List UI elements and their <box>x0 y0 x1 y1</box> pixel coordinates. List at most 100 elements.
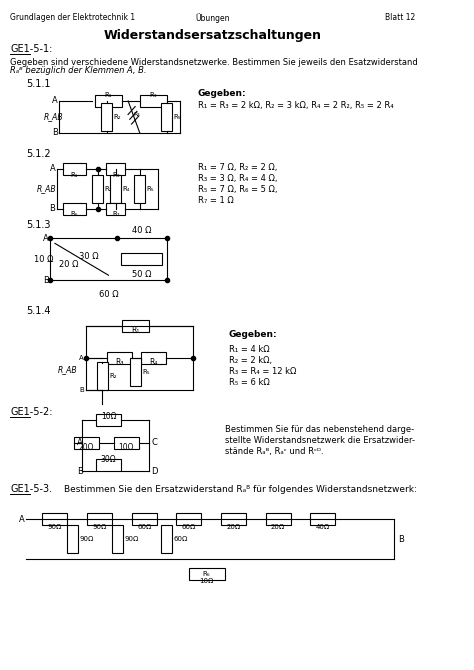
Text: A: A <box>79 355 84 361</box>
Bar <box>95 95 122 107</box>
Text: R₅: R₅ <box>173 114 181 120</box>
Text: R₂: R₂ <box>104 186 112 192</box>
Bar <box>106 202 126 214</box>
Text: R₂ = 2 kΩ,: R₂ = 2 kΩ, <box>229 356 272 365</box>
Text: Gegeben:: Gegeben: <box>198 89 246 98</box>
Bar <box>107 352 132 364</box>
Text: R₁ = 7 Ω, R₂ = 2 Ω,: R₁ = 7 Ω, R₂ = 2 Ω, <box>198 163 277 172</box>
Text: Gegeben sind verschiedene Widerstandsnetzwerke. Bestimmen Sie jeweils den Esatzw: Gegeben sind verschiedene Widerstandsnet… <box>10 58 418 67</box>
Bar <box>106 163 126 175</box>
Bar <box>96 413 121 425</box>
Text: 20 Ω: 20 Ω <box>59 260 79 269</box>
Text: 90Ω: 90Ω <box>80 536 94 542</box>
Bar <box>121 253 162 265</box>
Text: R₁ = 4 kΩ: R₁ = 4 kΩ <box>229 345 270 354</box>
Text: Widerstandsersatzschaltungen: Widerstandsersatzschaltungen <box>104 29 322 42</box>
Bar <box>141 352 165 364</box>
Text: R₂: R₂ <box>109 373 117 379</box>
Text: 5.1.4: 5.1.4 <box>27 306 51 316</box>
Text: R₄: R₄ <box>149 358 157 367</box>
Text: GE1-5-3.: GE1-5-3. <box>10 484 53 494</box>
Text: R₅ = 6 kΩ: R₅ = 6 kΩ <box>229 378 270 387</box>
Text: A: A <box>43 234 49 243</box>
Text: 60Ω: 60Ω <box>137 524 151 530</box>
Text: R₃: R₃ <box>112 172 119 178</box>
Text: 5.1.2: 5.1.2 <box>27 149 51 159</box>
Text: R₃ = 3 Ω, R₄ = 4 Ω,: R₃ = 3 Ω, R₄ = 4 Ω, <box>198 174 277 183</box>
Bar <box>265 513 291 525</box>
Text: 60 Ω: 60 Ω <box>99 290 118 299</box>
Text: 20Ω: 20Ω <box>226 524 241 530</box>
Bar <box>112 525 123 553</box>
Bar <box>114 437 139 448</box>
Text: 60Ω: 60Ω <box>182 524 196 530</box>
Text: R₇: R₇ <box>112 212 119 218</box>
Text: A: A <box>19 515 25 524</box>
Text: 90Ω: 90Ω <box>92 524 107 530</box>
Text: Blatt 12: Blatt 12 <box>385 13 416 22</box>
Text: B: B <box>79 387 84 393</box>
Bar <box>63 202 86 214</box>
Bar <box>135 175 145 202</box>
Text: R_AB: R_AB <box>43 113 63 121</box>
Bar <box>130 358 141 386</box>
Text: B: B <box>77 467 83 476</box>
Text: 5.1.1: 5.1.1 <box>27 79 51 89</box>
Text: Bestimmen Sie für das nebenstehend darge-: Bestimmen Sie für das nebenstehend darge… <box>225 425 414 433</box>
Text: B: B <box>50 204 55 213</box>
Text: R₁: R₁ <box>105 92 112 98</box>
Text: 60Ω: 60Ω <box>173 536 188 542</box>
Text: 90Ω: 90Ω <box>48 524 62 530</box>
Bar <box>161 103 172 131</box>
Text: B: B <box>52 129 58 137</box>
Text: 20Ω: 20Ω <box>271 524 285 530</box>
Text: R₆
10Ω: R₆ 10Ω <box>200 571 214 584</box>
Bar <box>43 513 67 525</box>
Text: Bestimmen Sie den Ersatzwiderstand Rₐᴮ für folgendes Widerstandsnetzwerk:: Bestimmen Sie den Ersatzwiderstand Rₐᴮ f… <box>64 485 417 494</box>
Text: R₁: R₁ <box>71 172 78 178</box>
Text: R₃: R₃ <box>115 358 123 367</box>
Bar <box>161 525 172 553</box>
Text: R₇ = 1 Ω: R₇ = 1 Ω <box>198 196 234 204</box>
Bar <box>189 568 225 580</box>
Text: 20Ω: 20Ω <box>78 442 94 452</box>
Text: A: A <box>52 96 58 105</box>
Text: GE1-5-2:: GE1-5-2: <box>10 407 53 417</box>
Text: D: D <box>151 467 158 476</box>
Text: R₆: R₆ <box>71 212 78 218</box>
Text: 30 Ω: 30 Ω <box>79 252 99 261</box>
Text: Übungen: Übungen <box>196 13 230 23</box>
Text: R₂: R₂ <box>114 114 121 120</box>
Bar <box>92 175 103 202</box>
Text: R₁: R₁ <box>131 326 139 335</box>
Bar <box>73 437 99 448</box>
Text: 90Ω: 90Ω <box>125 536 139 542</box>
Bar <box>87 513 112 525</box>
Bar <box>101 103 112 131</box>
Text: 50 Ω: 50 Ω <box>132 270 151 279</box>
Text: 30Ω: 30Ω <box>100 456 116 464</box>
Bar <box>132 513 157 525</box>
Bar <box>67 525 78 553</box>
Bar <box>140 95 166 107</box>
Text: 40 Ω: 40 Ω <box>132 226 151 235</box>
Text: R₅: R₅ <box>146 186 154 192</box>
Text: stellte Widerstandsnetzwerk die Ersatzwider-: stellte Widerstandsnetzwerk die Ersatzwi… <box>225 436 415 445</box>
Text: R₄: R₄ <box>122 186 129 192</box>
Text: 10 Ω: 10 Ω <box>35 255 54 264</box>
Text: Gegeben:: Gegeben: <box>229 330 278 339</box>
Text: R_AB: R_AB <box>37 184 57 193</box>
Text: 10Ω: 10Ω <box>101 411 116 421</box>
Bar <box>110 175 121 202</box>
Text: R₄: R₄ <box>134 113 140 117</box>
Text: stände Rₐᴮ, Rₐᶜ und Rᶜᴰ.: stände Rₐᴮ, Rₐᶜ und Rᶜᴰ. <box>225 446 323 456</box>
Text: 10Ω: 10Ω <box>118 442 134 452</box>
Text: R_AB: R_AB <box>58 365 77 375</box>
Bar <box>310 513 335 525</box>
Text: A: A <box>77 438 83 447</box>
Bar <box>63 163 86 175</box>
Text: R₅: R₅ <box>142 369 150 375</box>
Text: R₃ = R₄ = 12 kΩ: R₃ = R₄ = 12 kΩ <box>229 367 296 376</box>
Text: GE1-5-1:: GE1-5-1: <box>10 44 53 54</box>
Bar <box>176 513 201 525</box>
